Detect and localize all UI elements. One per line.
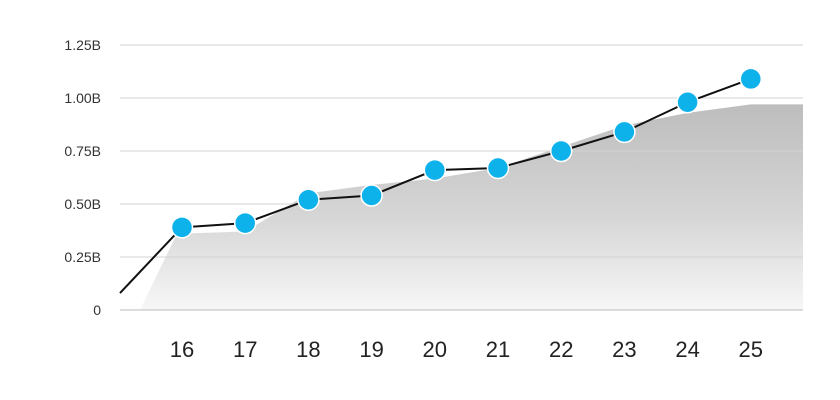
y-tick-label: 1.25B [64, 37, 101, 53]
y-axis-ticks: 0 0.25B 0.50B 0.75B 1.00B 1.25B [64, 37, 101, 318]
gridlines [120, 44, 803, 311]
x-tick-label: 22 [549, 337, 573, 362]
x-tick-label: 19 [359, 337, 383, 362]
data-point [739, 67, 763, 91]
area-layer [140, 104, 803, 310]
y-tick-label: 1.00B [64, 90, 101, 106]
x-tick-label: 21 [486, 337, 510, 362]
y-tick-label: 0.75B [64, 143, 101, 159]
data-point [676, 90, 699, 114]
data-points [170, 67, 763, 239]
data-point [613, 120, 636, 144]
x-tick-label: 24 [675, 337, 699, 362]
x-tick-label: 20 [423, 337, 447, 362]
data-point [170, 216, 194, 239]
y-tick-label: 0 [93, 302, 101, 318]
x-axis-ticks: 16 17 18 19 20 21 22 23 24 25 [170, 337, 763, 362]
x-tick-label: 23 [612, 337, 636, 362]
y-tick-label: 0.50B [64, 196, 101, 212]
data-point [233, 211, 257, 235]
x-tick-label: 18 [296, 337, 320, 362]
x-tick-label: 17 [233, 337, 257, 362]
data-point [549, 139, 573, 163]
data-point [297, 188, 320, 212]
x-tick-label: 25 [739, 337, 763, 362]
x-tick-label: 16 [170, 337, 194, 362]
data-point [423, 158, 447, 182]
data-point [486, 156, 510, 180]
y-tick-label: 0.25B [64, 249, 101, 265]
area-fill [140, 104, 803, 310]
data-point [360, 184, 383, 207]
